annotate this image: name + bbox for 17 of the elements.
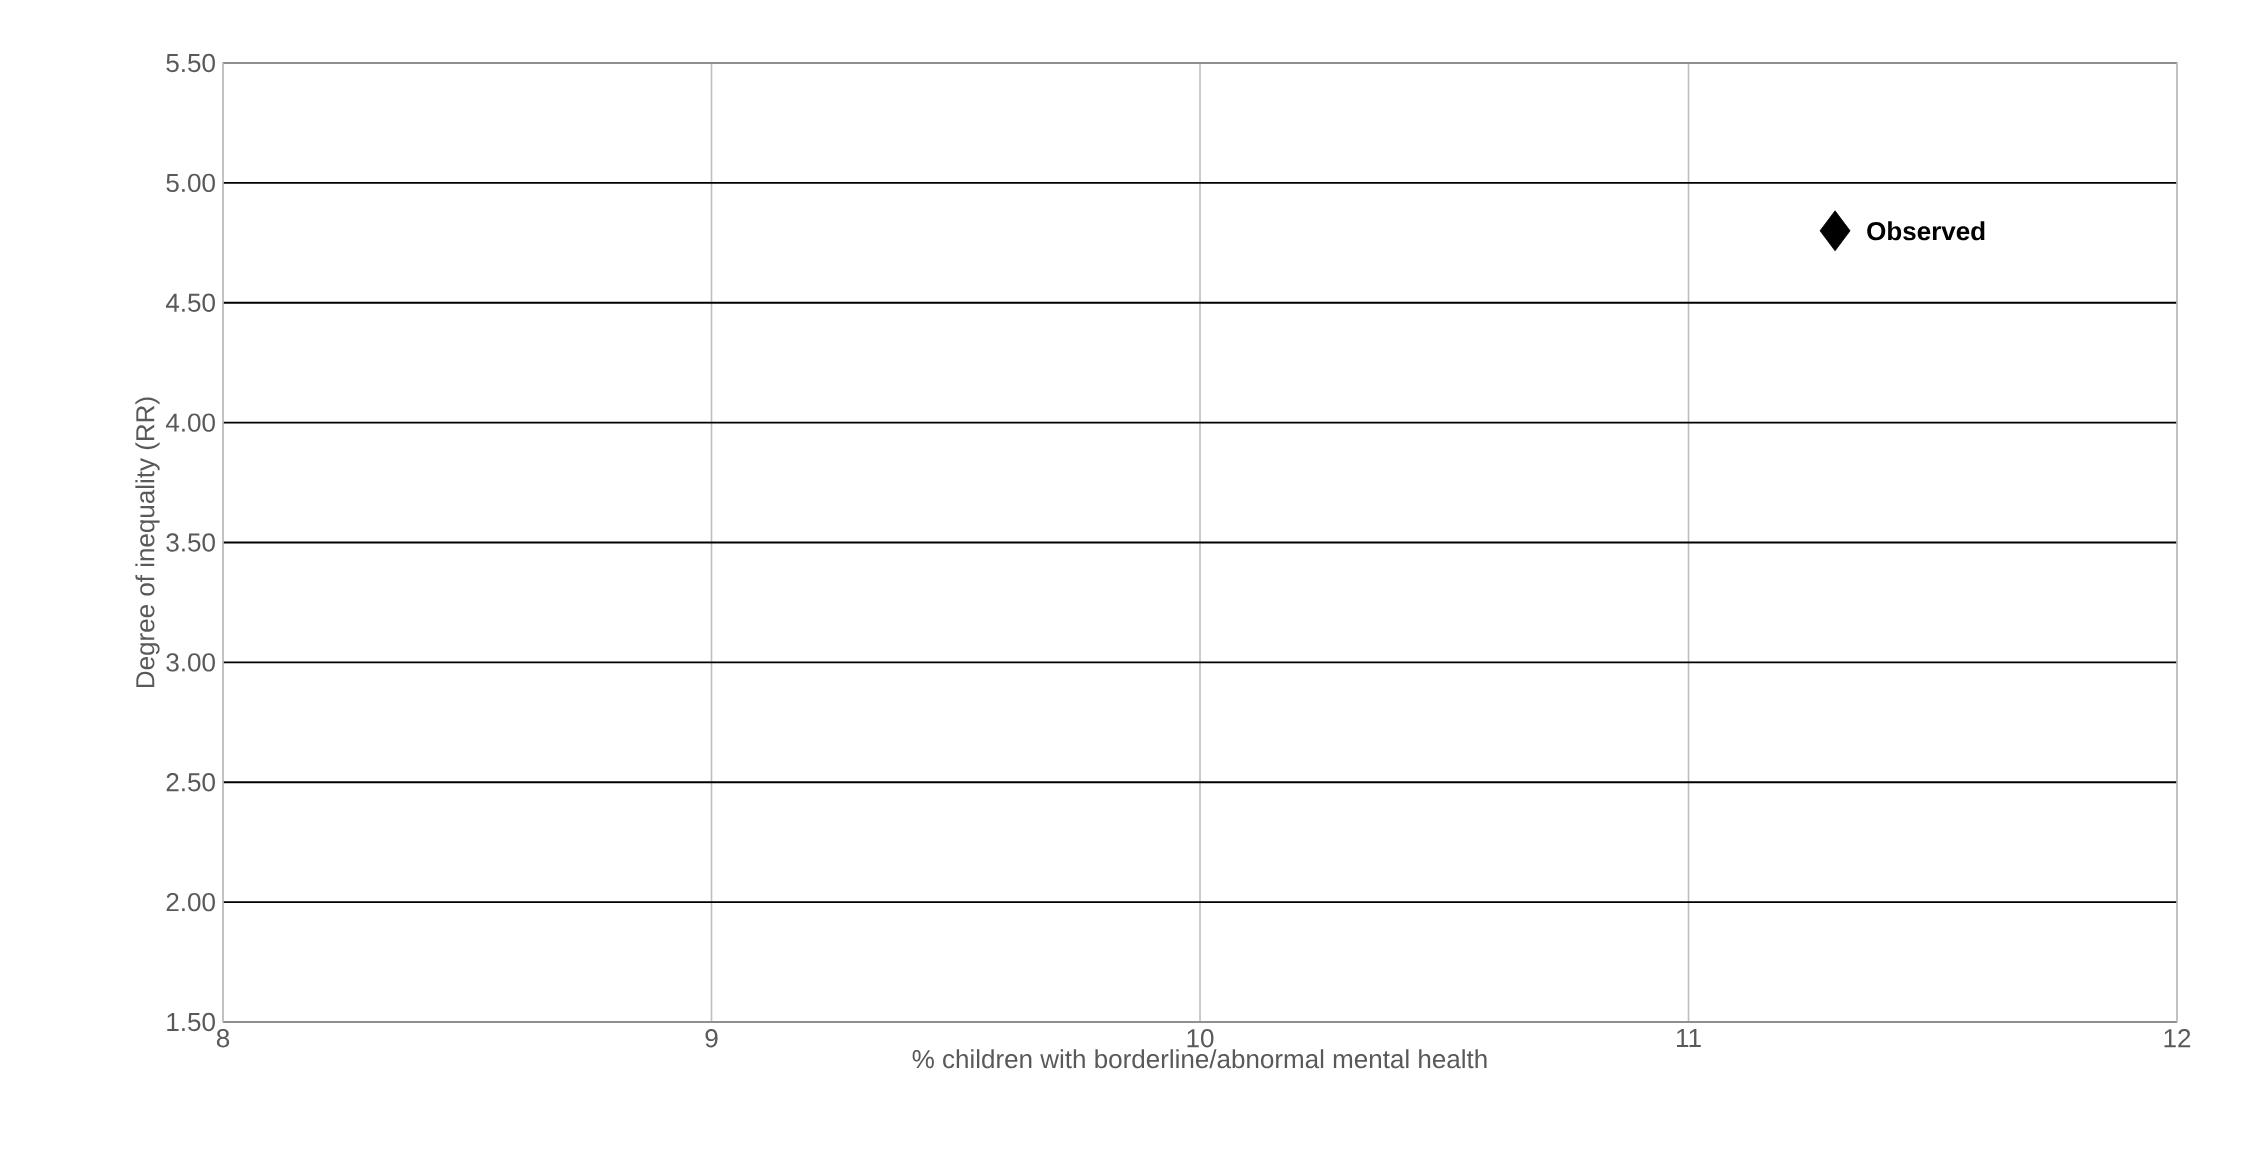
x-tick-label: 8 — [216, 1029, 230, 1048]
y-axis-title: Degree of inequality (RR) — [135, 397, 160, 688]
y-tick-label: 2.50 — [166, 773, 215, 792]
y-tick-label: 3.50 — [166, 533, 215, 552]
y-tick-label: 4.00 — [165, 413, 215, 432]
x-tick-label: 10 — [1187, 1029, 1214, 1048]
y-tick-label: 4.50 — [165, 293, 215, 312]
x-tick-label: 12 — [2164, 1029, 2191, 1048]
x-axis-title: % children with borderline/abnormal mental health — [912, 1049, 1487, 1069]
y-tick-label: 2.00 — [166, 892, 215, 912]
y-tick-label: 1.50 — [167, 1012, 215, 1032]
y-tick-label: 3.00 — [166, 653, 215, 672]
series-label: Observed — [1867, 221, 1985, 241]
y-tick-label: 5.00 — [166, 173, 215, 193]
x-tick-label: 9 — [705, 1029, 718, 1048]
y-tick-label: 5.50 — [166, 53, 215, 73]
x-tick-label: 11 — [1676, 1029, 1701, 1047]
